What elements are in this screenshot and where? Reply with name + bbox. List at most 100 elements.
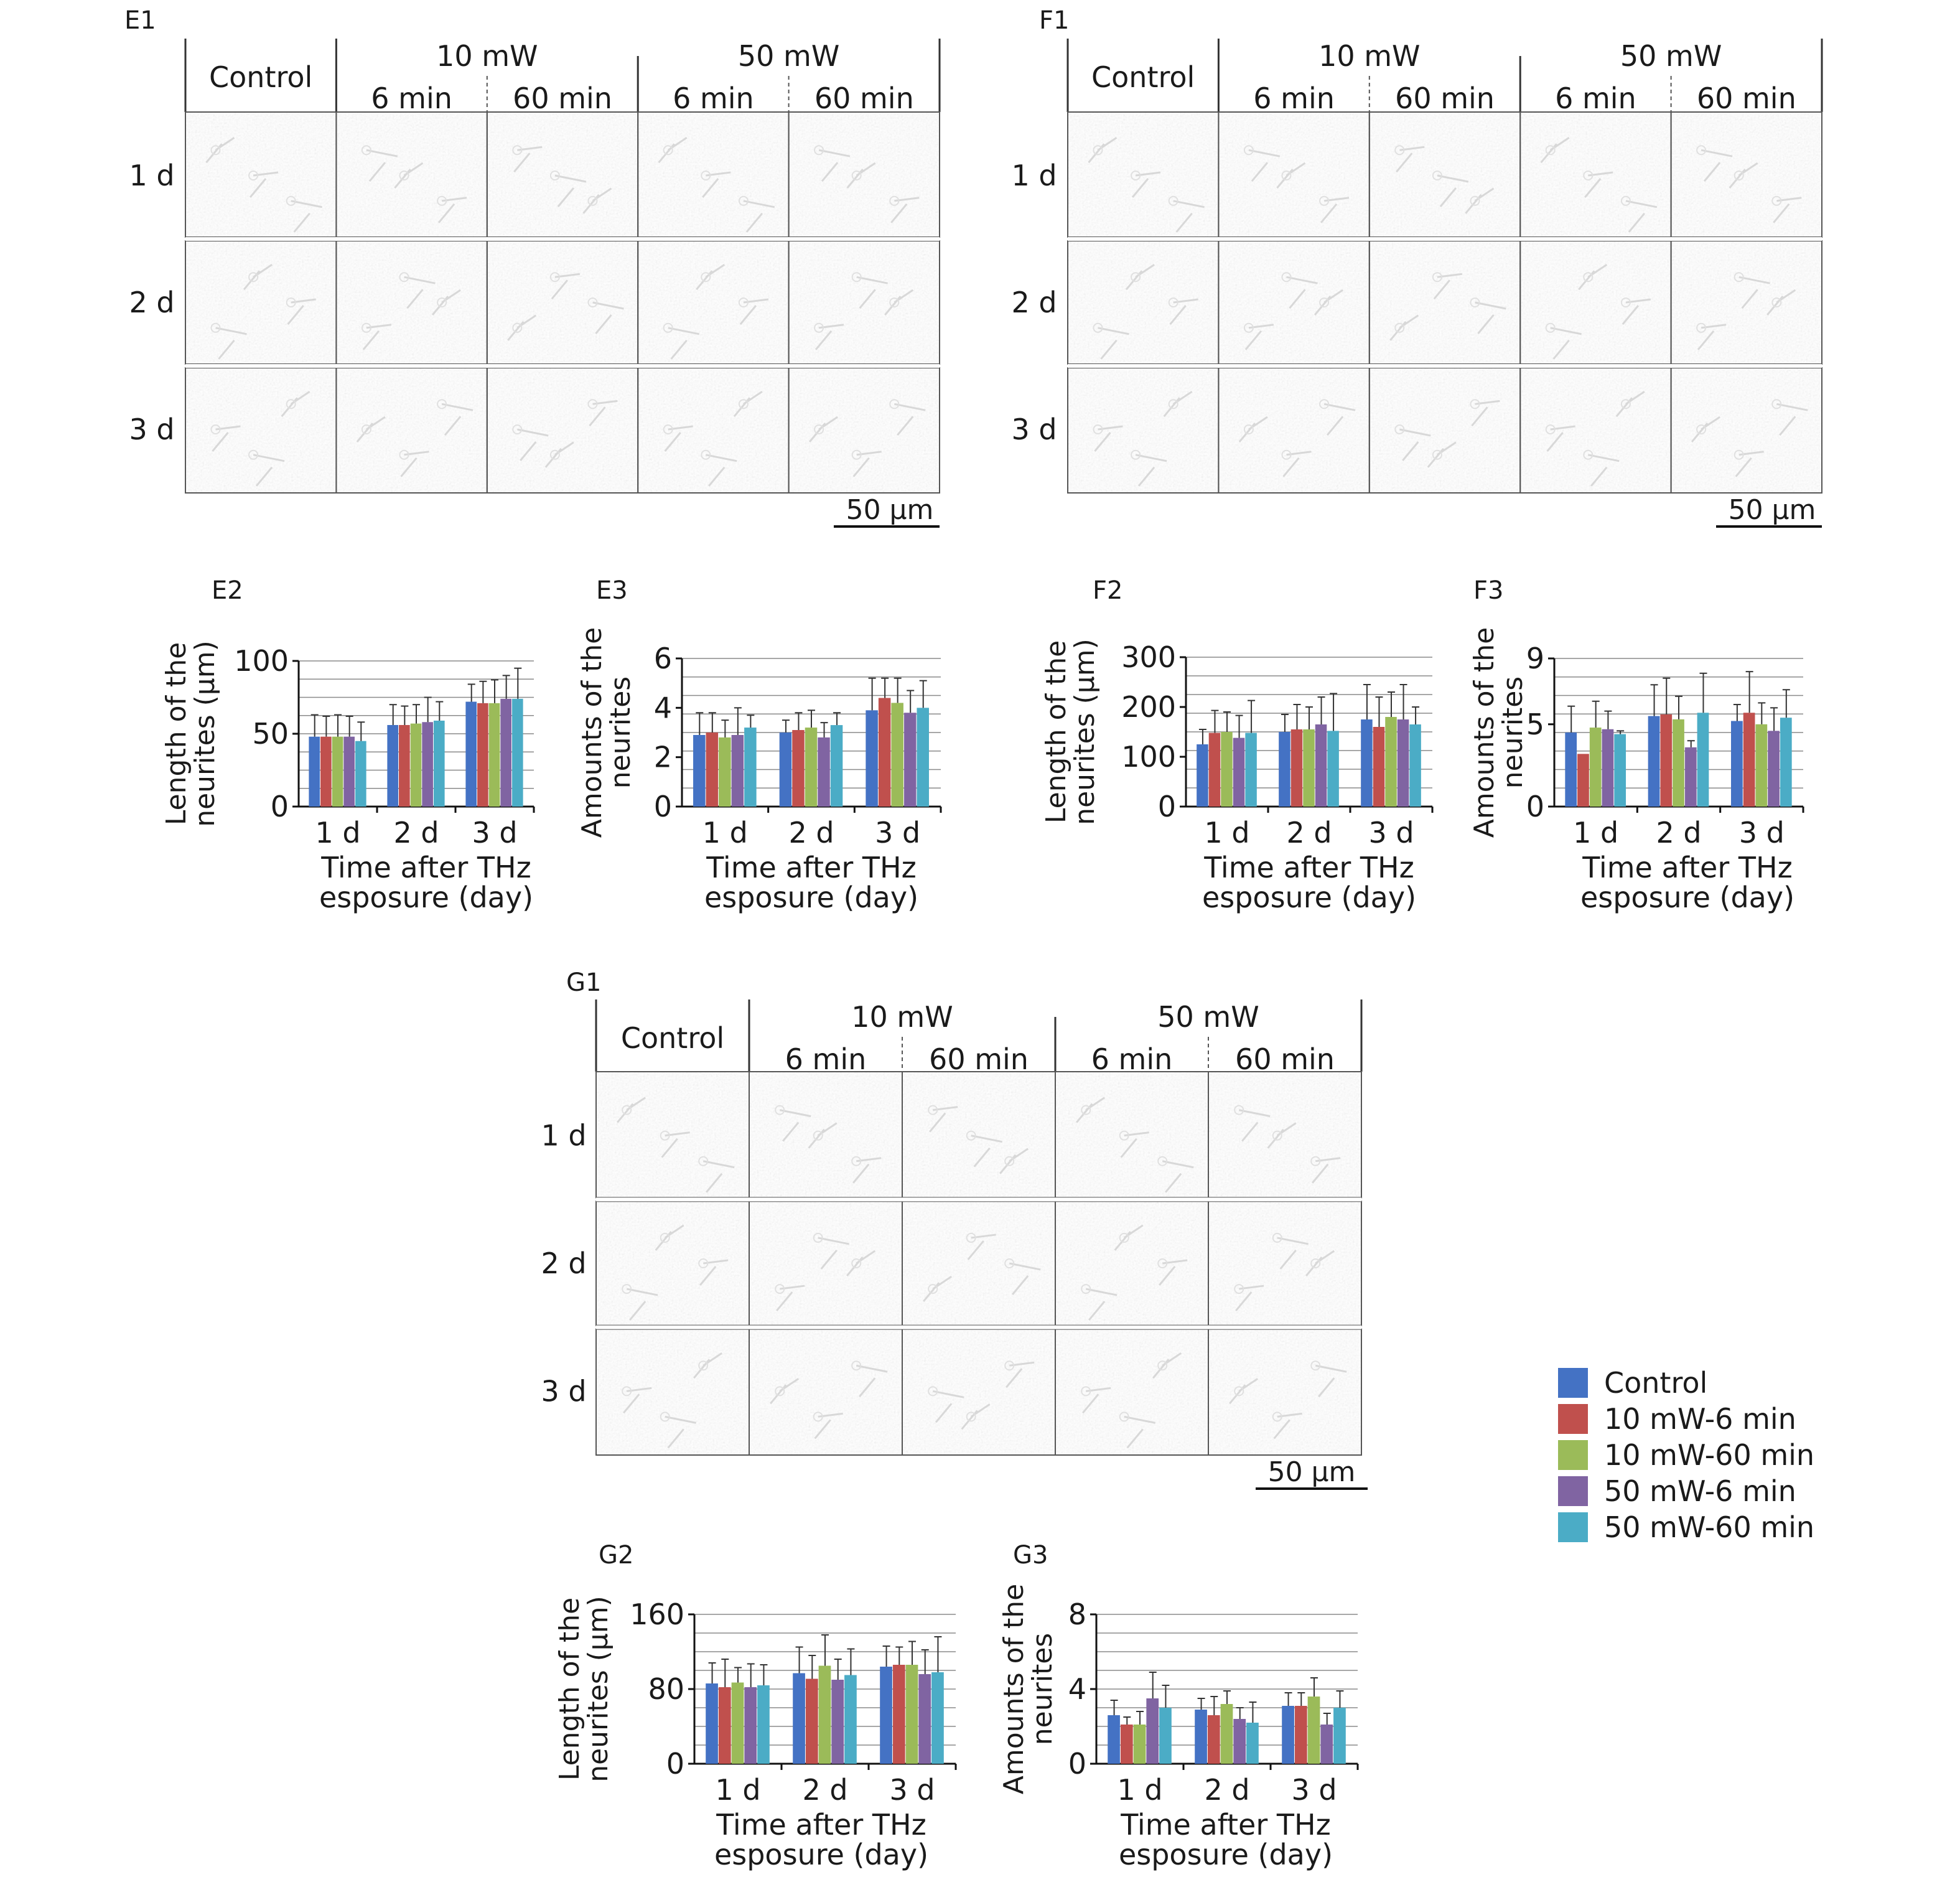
row-label-3d: 3 d xyxy=(541,1374,586,1408)
y-tick-label: 0 xyxy=(1526,790,1544,823)
cell-body xyxy=(663,322,673,333)
cell-body xyxy=(1004,1360,1015,1371)
bar-10-mw-6-min xyxy=(1743,713,1755,807)
bar-10-mw-60-min xyxy=(1220,1704,1233,1764)
bar-control xyxy=(880,1667,892,1764)
cell-body xyxy=(399,449,409,460)
cell-body xyxy=(549,171,560,180)
micrograph-image xyxy=(902,1329,1055,1455)
y-tick-label: 0 xyxy=(271,790,289,823)
neurite-trace xyxy=(441,403,474,436)
cell-body xyxy=(698,1360,709,1371)
header-duration: 6 min xyxy=(371,82,452,115)
cell-body xyxy=(1432,171,1442,180)
cell-body xyxy=(1620,195,1631,206)
cell-body xyxy=(1157,1156,1168,1166)
cell-body xyxy=(512,145,523,156)
cell-body xyxy=(1243,424,1254,434)
bar-10-mw-60-min xyxy=(1385,717,1397,807)
cell-body xyxy=(1081,1386,1091,1397)
neurite-trace xyxy=(1399,428,1431,461)
neurite-trace xyxy=(1625,200,1658,233)
cell-body xyxy=(437,399,447,410)
cell-body xyxy=(248,272,259,283)
micrograph-image xyxy=(336,112,487,237)
panel-label-g1: G1 xyxy=(566,968,601,997)
bar-control xyxy=(1279,732,1290,807)
x-axis-label-line: esposure (day) xyxy=(319,881,533,914)
bar-10-mw-6-min xyxy=(399,724,410,807)
bar-10-mw-60-min xyxy=(731,1682,744,1764)
cell-body xyxy=(1620,297,1631,307)
y-tick-label: 100 xyxy=(1121,740,1176,774)
micrograph-image xyxy=(902,1201,1055,1326)
neurite-trace xyxy=(516,428,549,461)
cell-body xyxy=(1432,272,1442,283)
cell-body xyxy=(587,297,598,307)
cell-body xyxy=(738,195,749,206)
cell-body xyxy=(928,1105,938,1115)
micrograph-image xyxy=(1068,368,1219,493)
bar-50-mw-6-min xyxy=(343,736,355,807)
header-10mw: 10 mW xyxy=(1318,39,1420,73)
bar-50-mw-6-min xyxy=(1233,1719,1246,1764)
bar-10-mw-60-min xyxy=(488,703,500,807)
bar-50-mw-60-min xyxy=(757,1685,770,1764)
y-axis-label-line: neurites xyxy=(605,676,637,789)
legend-swatch xyxy=(1558,1512,1588,1542)
cell-body xyxy=(286,297,296,307)
row-label-1d: 1 d xyxy=(541,1119,586,1153)
x-axis-label-line: Time after THz xyxy=(706,851,916,884)
cell-body xyxy=(361,145,371,156)
cell-body xyxy=(1620,399,1631,410)
cell-body xyxy=(851,449,862,460)
cell-body xyxy=(1168,297,1178,307)
x-tick-label: 1 d xyxy=(702,816,748,850)
header-10mw: 10 mW xyxy=(851,1000,953,1034)
cell-body xyxy=(775,1284,785,1294)
neurite-trace xyxy=(779,1109,811,1142)
y-tick-label: 4 xyxy=(654,691,672,724)
legend-label: 10 mW-6 min xyxy=(1604,1402,1796,1436)
cell-body xyxy=(1583,449,1594,460)
cell-body xyxy=(1734,449,1744,460)
cell-body xyxy=(1319,195,1330,206)
cell-body xyxy=(966,1130,976,1141)
cell-body xyxy=(399,171,409,180)
y-tick-label: 4 xyxy=(1068,1672,1086,1706)
cell-body xyxy=(701,171,711,180)
micrograph-image xyxy=(1055,1201,1208,1326)
neurite-trace xyxy=(554,174,587,207)
cell-body xyxy=(1394,424,1405,434)
cell-body xyxy=(1583,272,1594,283)
x-axis-label-line: esposure (day) xyxy=(1119,1838,1333,1871)
cell-body xyxy=(286,399,296,410)
cell-body xyxy=(851,1360,862,1371)
bar-10-mw-6-min xyxy=(477,703,488,807)
neurite-trace xyxy=(1162,1160,1194,1193)
bar-50-mw-6-min xyxy=(1146,1698,1159,1764)
bar-10-mw-6-min xyxy=(718,1687,731,1764)
neurite-trace xyxy=(1238,1109,1271,1142)
panel-label-f2: F2 xyxy=(1093,576,1122,605)
micrograph-image xyxy=(1369,241,1521,364)
bar-10-mw-60-min xyxy=(1673,719,1684,807)
x-tick-label: 2 d xyxy=(1656,816,1701,850)
x-tick-label: 3 d xyxy=(875,816,920,850)
cell-body xyxy=(622,1284,632,1294)
cell-body xyxy=(851,272,862,283)
cell-body xyxy=(1696,145,1707,156)
bar-50-mw-6-min xyxy=(1602,729,1614,807)
bar-50-mw-6-min xyxy=(422,722,433,807)
bar-10-mw-60-min xyxy=(332,736,343,807)
y-axis-label-line: Length of the xyxy=(1040,640,1072,823)
bar-50-mw-60-min xyxy=(1409,724,1421,807)
x-tick-label: 3 d xyxy=(889,1773,935,1807)
cell-body xyxy=(813,1232,823,1243)
y-axis-label-line: Amounts of the xyxy=(998,1584,1030,1794)
cell-body xyxy=(1093,145,1103,156)
cell-body xyxy=(813,1411,823,1422)
bar-50-mw-60-min xyxy=(1697,713,1709,807)
bar-50-mw-60-min xyxy=(844,1675,857,1764)
neurite-trace xyxy=(856,276,888,309)
